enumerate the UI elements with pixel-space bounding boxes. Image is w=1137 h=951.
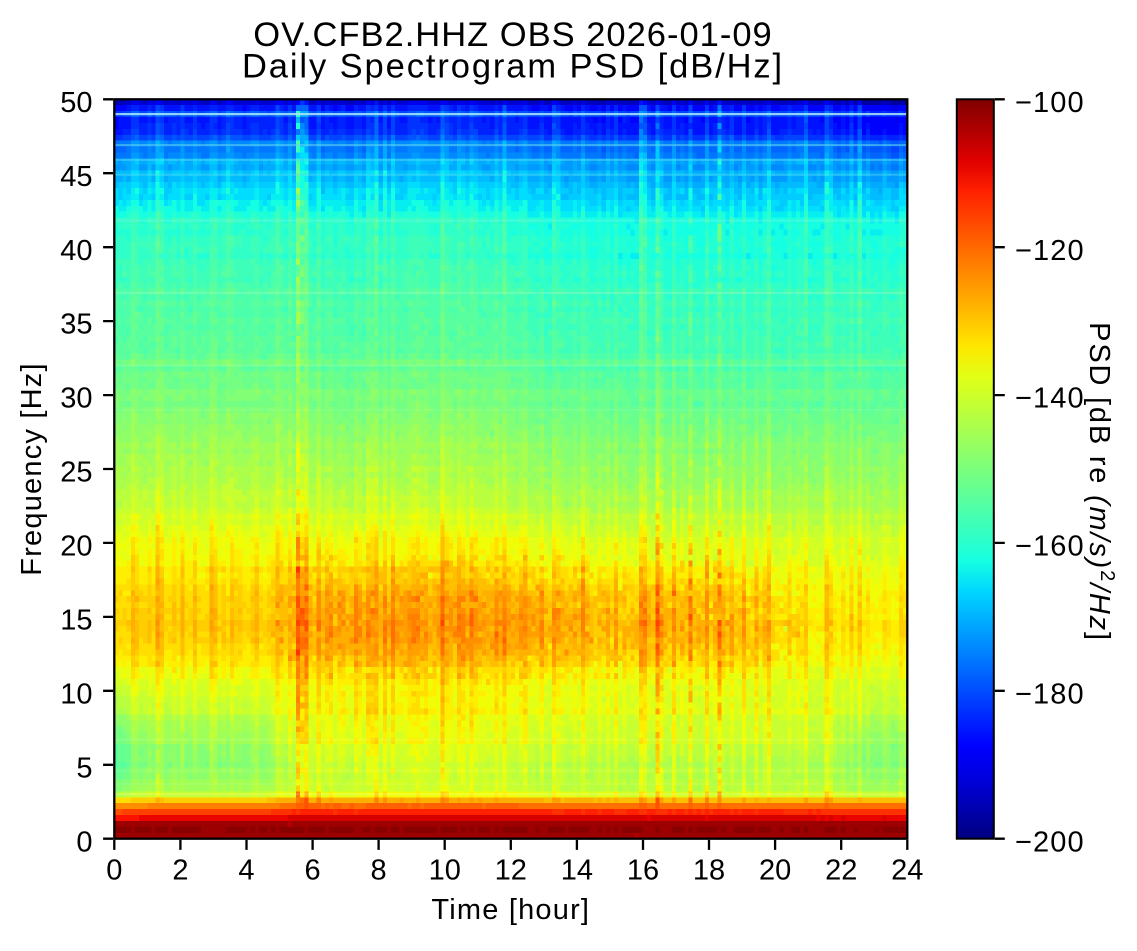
- svg-text:4: 4: [238, 855, 254, 887]
- svg-text:10: 10: [429, 855, 461, 887]
- svg-text:−120: −120: [1015, 235, 1085, 267]
- svg-text:−140: −140: [1015, 383, 1085, 415]
- svg-text:2: 2: [172, 855, 188, 887]
- svg-text:−180: −180: [1015, 678, 1085, 710]
- svg-text:24: 24: [891, 855, 923, 887]
- svg-text:−100: −100: [1015, 87, 1085, 119]
- svg-text:12: 12: [495, 855, 527, 887]
- svg-text:25: 25: [60, 457, 92, 489]
- svg-text:16: 16: [627, 855, 659, 887]
- svg-text:10: 10: [60, 678, 92, 710]
- svg-text:5: 5: [76, 752, 92, 784]
- svg-text:Frequency [Hz]: Frequency [Hz]: [16, 362, 48, 575]
- svg-text:6: 6: [305, 855, 321, 887]
- svg-text:22: 22: [825, 855, 857, 887]
- svg-text:−200: −200: [1015, 826, 1085, 858]
- svg-text:PSD [dB re (m/s)2/Hz]: PSD [dB re (m/s)2/Hz]: [1083, 322, 1118, 642]
- svg-text:30: 30: [60, 383, 92, 415]
- svg-text:45: 45: [60, 161, 92, 193]
- svg-text:OV.CFB2.HHZ OBS 2026-01-09: OV.CFB2.HHZ OBS 2026-01-09: [253, 16, 772, 54]
- svg-text:35: 35: [60, 309, 92, 341]
- svg-text:20: 20: [60, 531, 92, 563]
- svg-text:Daily Spectrogram PSD [dB/Hz]: Daily Spectrogram PSD [dB/Hz]: [242, 48, 784, 86]
- svg-text:20: 20: [759, 855, 791, 887]
- svg-text:50: 50: [60, 87, 92, 119]
- svg-text:−160: −160: [1015, 531, 1085, 563]
- svg-text:0: 0: [106, 855, 122, 887]
- svg-text:18: 18: [693, 855, 725, 887]
- svg-text:14: 14: [561, 855, 593, 887]
- svg-text:15: 15: [60, 605, 92, 637]
- svg-text:8: 8: [371, 855, 387, 887]
- svg-text:0: 0: [76, 826, 92, 858]
- svg-text:40: 40: [60, 235, 92, 267]
- svg-text:Time [hour]: Time [hour]: [431, 894, 590, 926]
